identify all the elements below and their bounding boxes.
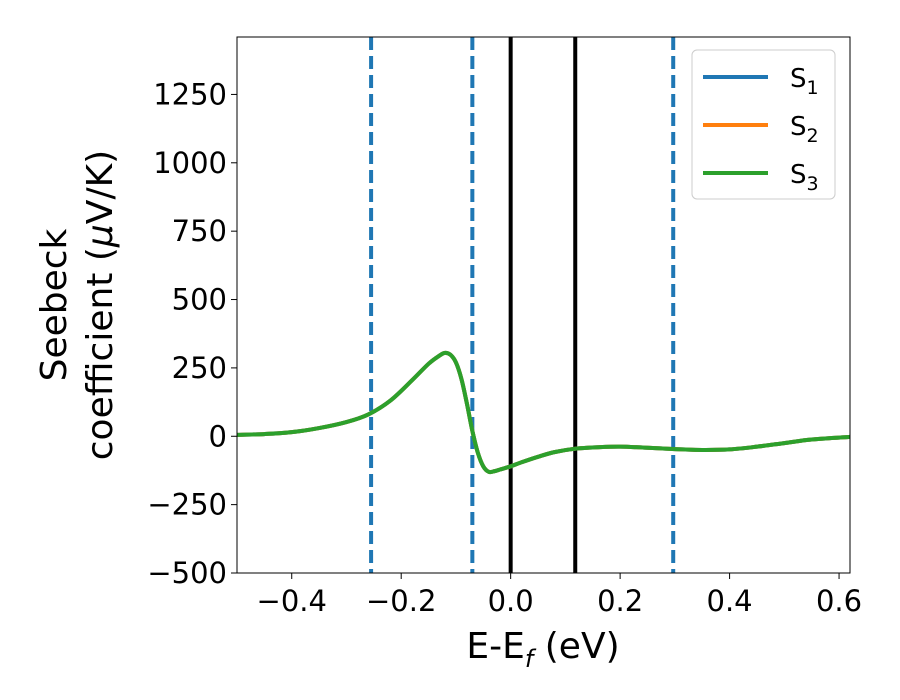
series-lines — [237, 350, 850, 475]
y-tick-label: 750 — [172, 214, 227, 248]
legend-label-1: S1 — [790, 64, 819, 99]
y-tick-label: −250 — [147, 488, 227, 522]
x-tick-label: −0.2 — [366, 584, 436, 618]
y-tick-label: −500 — [147, 556, 227, 590]
y-tick-label: 250 — [172, 351, 227, 385]
legend-label-2: S2 — [790, 112, 819, 147]
y-tick-label: 1250 — [153, 77, 227, 111]
legend: S1 S2 S3 — [691, 49, 836, 200]
y-tick-label: 1000 — [153, 146, 227, 180]
x-axis-ticks: −0.4 −0.2 0.0 0.2 0.4 0.6 — [257, 573, 862, 618]
y-axis-label-mu: μ — [80, 224, 121, 248]
y-axis-label-unit: V/K) — [80, 150, 121, 224]
svg-text:Seebeck: Seebeck — [34, 228, 75, 381]
x-tick-label: 0.0 — [488, 584, 534, 618]
x-tick-label: −0.4 — [257, 584, 327, 618]
x-axis-label-unit: (eV) — [533, 626, 619, 667]
y-tick-label: 0 — [209, 419, 227, 453]
legend-label-3: S3 — [790, 160, 819, 195]
x-tick-label: 0.6 — [816, 584, 862, 618]
y-axis-label-line1: Seebeck — [34, 228, 75, 381]
axes-frame — [236, 36, 851, 574]
y-axis-ticks: −500 −250 0 250 500 750 1000 1250 — [147, 77, 237, 590]
y-axis-label: Seebeck coefficient (μV/K) — [34, 150, 121, 460]
x-tick-label: 0.4 — [707, 584, 753, 618]
x-tick-label: 0.2 — [597, 584, 643, 618]
x-axis-label: E-Ef (eV) — [466, 626, 619, 673]
series-line-3 — [237, 350, 850, 475]
reference-lines — [369, 37, 676, 573]
y-tick-label: 500 — [172, 283, 227, 317]
svg-text:coefficient (μV/K): coefficient (μV/K) — [80, 150, 121, 460]
y-axis-label-line2: coefficient ( — [80, 247, 121, 460]
x-axis-label-main: E-E — [466, 626, 524, 667]
